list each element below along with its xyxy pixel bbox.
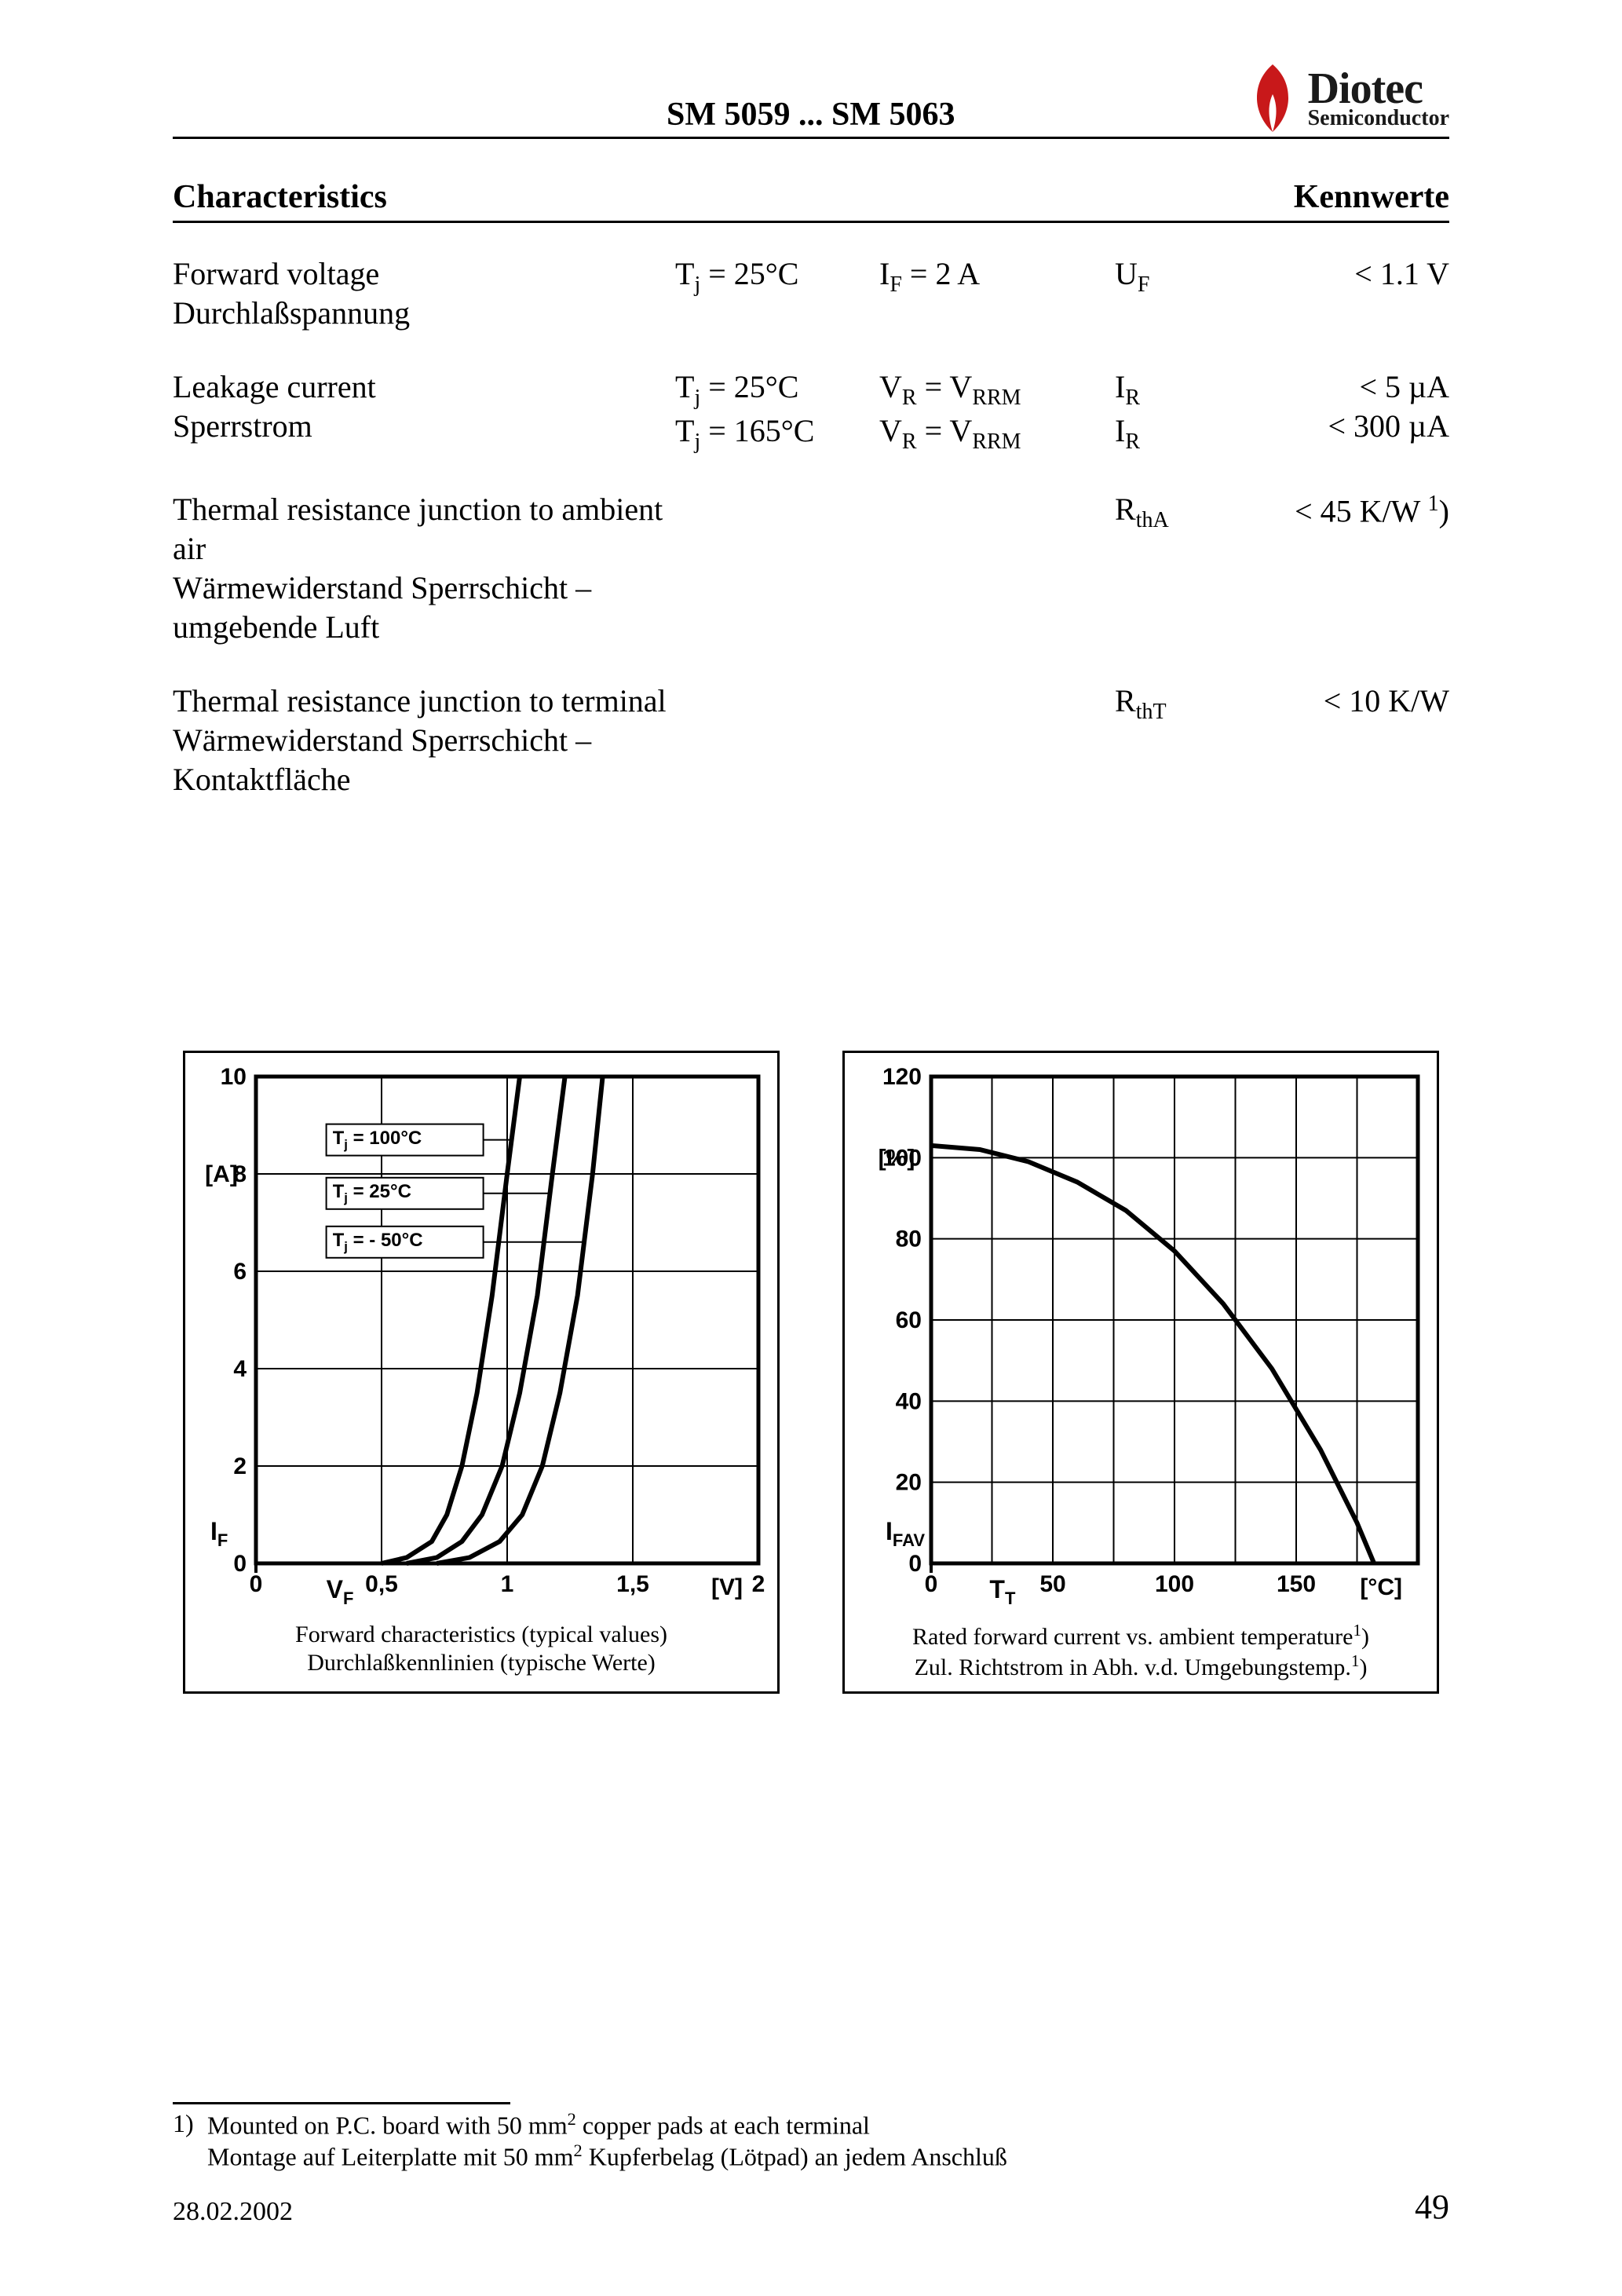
svg-text:[A]: [A]: [205, 1161, 238, 1187]
chart-forward: 024681000,511,52[A]IFVF[V]Tj = 100°CTj =…: [183, 1051, 780, 1694]
svg-text:0: 0: [925, 1571, 938, 1597]
svg-text:20: 20: [896, 1470, 922, 1496]
svg-text:0: 0: [250, 1571, 263, 1597]
svg-text:4: 4: [233, 1356, 247, 1382]
svg-text:100: 100: [1155, 1571, 1194, 1597]
heading-right: Kennwerte: [1294, 178, 1449, 216]
svg-text:2: 2: [752, 1571, 765, 1597]
svg-text:60: 60: [896, 1307, 922, 1333]
characteristics-table: Forward voltageDurchlaßspannungTj = 25°C…: [173, 254, 1449, 799]
table-row: Forward voltageDurchlaßspannungTj = 25°C…: [173, 254, 1449, 333]
svg-text:IF: IF: [210, 1517, 228, 1550]
chart-forward-svg: 024681000,511,52[A]IFVF[V]Tj = 100°CTj =…: [193, 1061, 774, 1610]
charts-row: 024681000,511,52[A]IFVF[V]Tj = 100°CTj =…: [173, 1051, 1449, 1694]
table-row: Thermal resistance junction to terminalW…: [173, 682, 1449, 799]
svg-text:0,5: 0,5: [365, 1571, 398, 1597]
svg-text:[°C]: [°C]: [1360, 1574, 1402, 1600]
footnote-rule: [173, 2102, 510, 2104]
page-footer: 28.02.2002 49: [173, 2187, 1449, 2227]
footnote-marker: 1): [173, 2109, 207, 2141]
page-header: SM 5059 ... SM 5063 Diotec Semiconductor: [173, 63, 1449, 139]
logo: Diotec Semiconductor: [1245, 63, 1449, 133]
svg-text:TT: TT: [989, 1575, 1016, 1608]
chart-forward-caption: Forward characteristics (typical values)…: [193, 1621, 769, 1677]
svg-text:6: 6: [233, 1259, 247, 1285]
svg-text:[%]: [%]: [879, 1145, 915, 1171]
chart-derating: 020406080100120050100150[%]IFAVTT[°C] Ra…: [842, 1051, 1439, 1694]
svg-text:VF: VF: [327, 1575, 354, 1608]
footer-date: 28.02.2002: [173, 2197, 293, 2227]
logo-main-text: Diotec: [1308, 67, 1449, 111]
section-headings: Characteristics Kennwerte: [173, 178, 1449, 223]
chart-derating-svg: 020406080100120050100150[%]IFAVTT[°C]: [853, 1061, 1434, 1610]
svg-text:1: 1: [501, 1571, 514, 1597]
chart-derating-caption: Rated forward current vs. ambient temper…: [853, 1621, 1429, 1682]
svg-text:IFAV: IFAV: [886, 1517, 925, 1550]
heading-left: Characteristics: [173, 178, 387, 216]
footnote-en: Mounted on P.C. board with 50 mm2 copper…: [207, 2109, 870, 2141]
svg-text:150: 150: [1277, 1571, 1316, 1597]
svg-text:0: 0: [908, 1551, 922, 1577]
logo-sub-text: Semiconductor: [1308, 108, 1449, 130]
page-number: 49: [1415, 2187, 1449, 2227]
logo-icon: [1245, 63, 1300, 133]
svg-text:80: 80: [896, 1227, 922, 1252]
svg-text:0: 0: [233, 1551, 247, 1577]
svg-text:2: 2: [233, 1453, 247, 1479]
svg-text:120: 120: [882, 1064, 922, 1090]
svg-text:10: 10: [221, 1064, 247, 1090]
doc-title: SM 5059 ... SM 5063: [173, 96, 1245, 133]
footnote-de: Montage auf Leiterplatte mit 50 mm2 Kupf…: [207, 2141, 1007, 2172]
svg-text:[V]: [V]: [711, 1574, 743, 1600]
svg-text:50: 50: [1039, 1571, 1065, 1597]
svg-text:1,5: 1,5: [616, 1571, 649, 1597]
table-row: Leakage currentSperrstromTj = 25°CTj = 1…: [173, 367, 1449, 455]
table-row: Thermal resistance junction to ambient a…: [173, 490, 1449, 647]
svg-text:40: 40: [896, 1388, 922, 1414]
footnote: 1) Mounted on P.C. board with 50 mm2 cop…: [173, 2109, 1449, 2171]
